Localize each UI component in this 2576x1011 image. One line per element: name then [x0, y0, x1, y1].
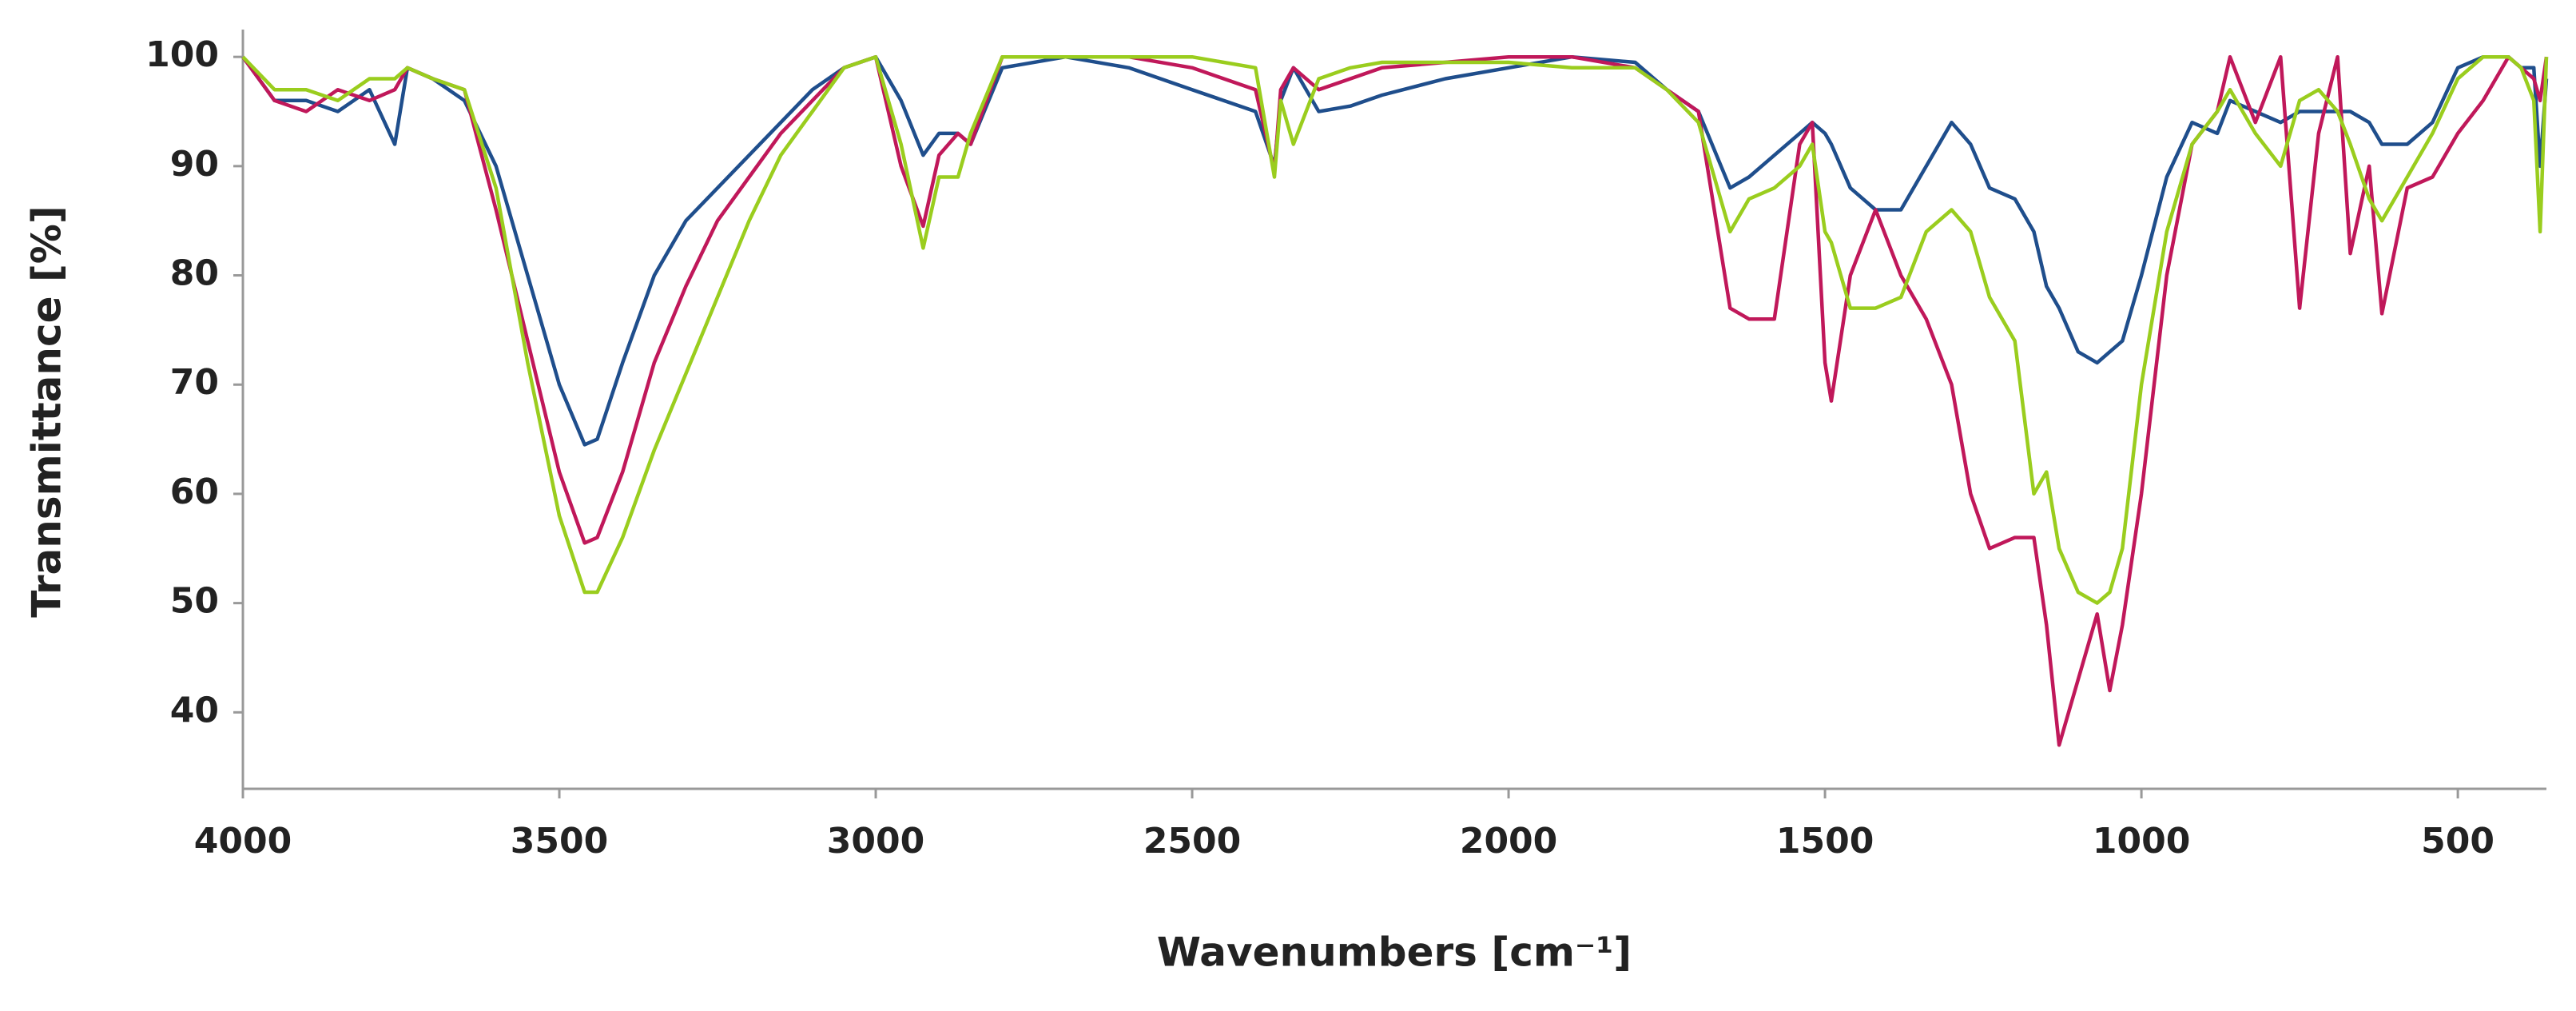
- y-axis-label: Transmittance [%]: [24, 205, 70, 618]
- y-tick-label: 70: [170, 362, 219, 403]
- x-tick-label: 4000: [194, 821, 292, 862]
- x-tick-label: 500: [2421, 821, 2495, 862]
- x-tick-label: 3500: [511, 821, 608, 862]
- spectrum-line: [241, 54, 2549, 447]
- spectrum-line: [241, 54, 2549, 605]
- spectrum-line: [241, 54, 2549, 747]
- y-tick-label: 90: [170, 144, 219, 185]
- x-axis-label: Wavenumbers [cm⁻¹]: [1157, 929, 1632, 976]
- x-tick-label: 1500: [1776, 821, 1874, 862]
- y-tick-label: 40: [170, 690, 219, 730]
- y-tick-label: 80: [170, 253, 219, 294]
- x-tick-label: 2500: [1143, 821, 1241, 862]
- x-tick-label: 3000: [827, 821, 924, 862]
- y-tick-label: 50: [170, 581, 219, 622]
- x-tick-label: 1000: [2093, 821, 2190, 862]
- y-tick-label: 100: [145, 34, 219, 75]
- y-tick-label: 60: [170, 472, 219, 512]
- x-tick-label: 2000: [1460, 821, 1557, 862]
